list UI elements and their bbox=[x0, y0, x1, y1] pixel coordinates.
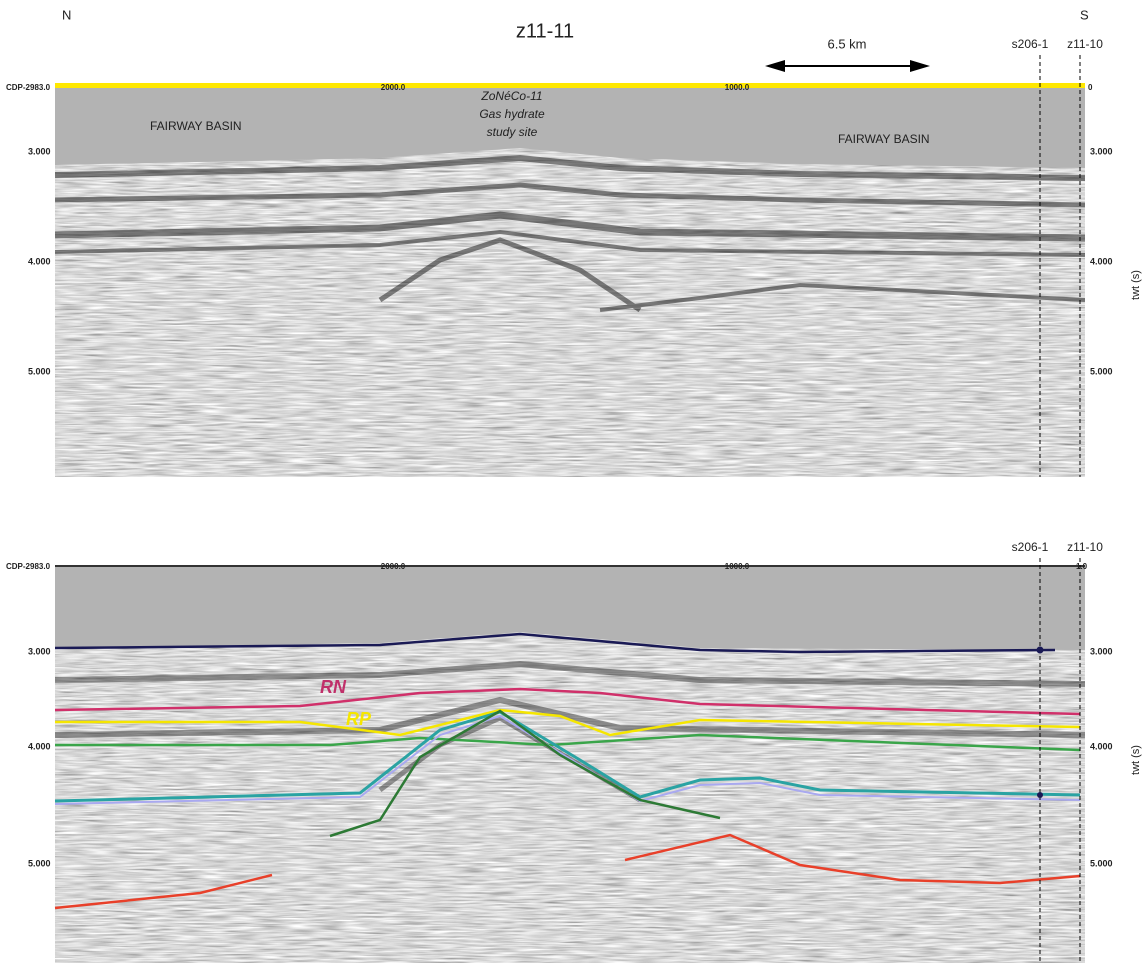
well-markers bbox=[1036, 646, 1044, 798]
well-lines bbox=[1039, 55, 1081, 477]
well-lines bbox=[1039, 558, 1081, 963]
title: z11-11 bbox=[516, 20, 574, 42]
left-tick-label: 3.000 bbox=[28, 646, 51, 656]
horizon-label: RN bbox=[320, 677, 347, 697]
north-label: N bbox=[62, 7, 71, 22]
cdp-label: 1000.0 bbox=[725, 83, 750, 92]
cdp-label: CDP-2983.0 bbox=[6, 83, 51, 92]
scale-label: 6.5 km bbox=[827, 36, 866, 51]
basin-label: FAIRWAY BASIN bbox=[150, 119, 242, 133]
horizons bbox=[54, 632, 1081, 910]
survey-bar bbox=[55, 83, 1085, 88]
basin-label: FAIRWAY BASIN bbox=[838, 132, 930, 146]
site-label: ZoNéCo-11 bbox=[480, 89, 542, 103]
right-tick-label: 3.000 bbox=[1090, 146, 1113, 156]
right-tick-label: 5.000 bbox=[1090, 366, 1113, 376]
left-tick-label: 5.000 bbox=[28, 858, 51, 868]
well-label: z11-10 bbox=[1067, 37, 1103, 51]
well-label: s206-1 bbox=[1012, 37, 1049, 51]
right-tick-label: 3.000 bbox=[1090, 646, 1113, 656]
well-label: z11-10 bbox=[1067, 540, 1103, 554]
axis-label: twt (s) bbox=[1130, 270, 1142, 300]
cdp-label: 2000.0 bbox=[381, 562, 406, 571]
cdp-label: 1.0 bbox=[1076, 562, 1088, 571]
left-tick-label: 3.000 bbox=[28, 146, 51, 156]
axis-label: twt (s) bbox=[1130, 745, 1142, 775]
seismic-texture bbox=[55, 632, 1085, 963]
right-tick-label: 5.000 bbox=[1090, 858, 1113, 868]
cdp-label: 0 bbox=[1088, 83, 1093, 92]
site-label: Gas hydrate bbox=[479, 107, 545, 121]
right-tick-label: 4.000 bbox=[1090, 741, 1113, 751]
cdp-label: 2000.0 bbox=[381, 83, 406, 92]
left-tick-label: 4.000 bbox=[28, 741, 51, 751]
south-label: S bbox=[1080, 7, 1089, 22]
left-tick-label: 5.000 bbox=[28, 366, 51, 376]
right-tick-label: 4.000 bbox=[1090, 256, 1113, 266]
left-tick-label: 4.000 bbox=[28, 256, 51, 266]
scale-arrow bbox=[765, 60, 930, 72]
cdp-label: CDP-2983.0 bbox=[6, 562, 51, 571]
seismic-texture bbox=[55, 148, 1085, 477]
well-label: s206-1 bbox=[1012, 540, 1049, 554]
bottom-panel: RN RP CDP-2983.0 2000.0 1000.0 1.0 3.000… bbox=[6, 540, 1142, 963]
horizon-label: RP bbox=[346, 709, 372, 729]
site-label: study site bbox=[487, 125, 538, 139]
top-panel: CDP-2983.0 2000.0 1000.0 0 ZoNéCo-11 Gas… bbox=[6, 37, 1142, 477]
cdp-label: 1000.0 bbox=[725, 562, 750, 571]
